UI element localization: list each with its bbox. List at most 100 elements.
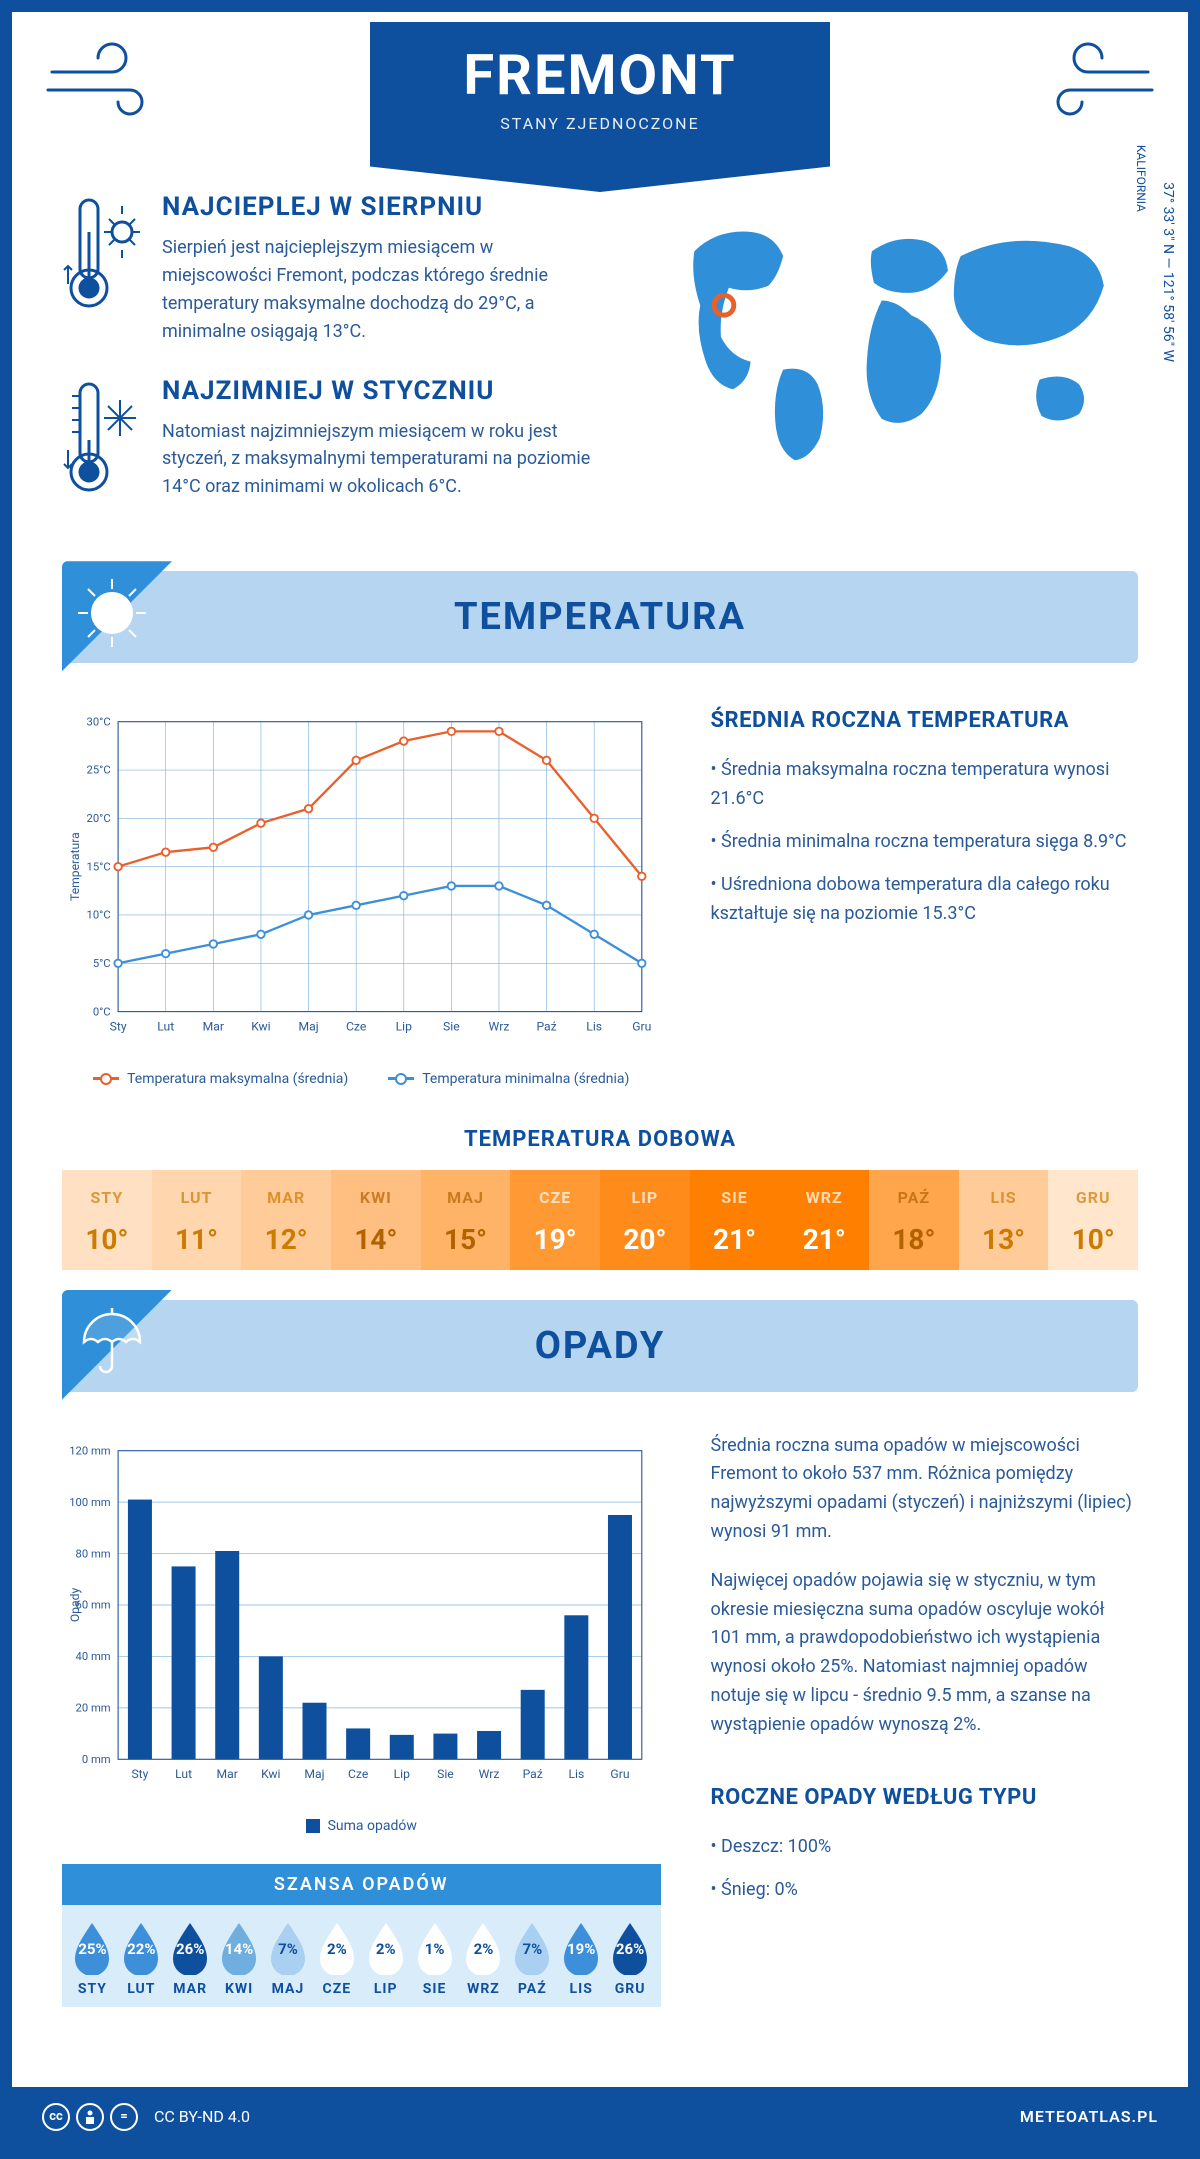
svg-text:Kwi: Kwi — [251, 1020, 270, 1034]
svg-text:Temperatura: Temperatura — [68, 833, 82, 902]
temp-cell: MAJ15° — [421, 1170, 511, 1270]
svg-text:Cze: Cze — [348, 1767, 368, 1781]
svg-text:Gru: Gru — [632, 1020, 651, 1034]
temp-cell: GRU10° — [1048, 1170, 1138, 1270]
legend-rain: Suma opadów — [306, 1818, 417, 1834]
svg-text:20°C: 20°C — [87, 812, 111, 825]
section-title: OPADY — [62, 1324, 1138, 1368]
intro-row: NAJCIEPLEJ W SIERPNIU Sierpień jest najc… — [62, 192, 1138, 531]
country-name: STANY ZJEDNOCZONE — [410, 114, 790, 133]
svg-text:100 mm: 100 mm — [69, 1495, 111, 1508]
svg-text:Mar: Mar — [217, 1767, 238, 1781]
cc-icon: cc — [42, 2103, 70, 2131]
license-text: CC BY-ND 4.0 — [154, 2107, 250, 2126]
annual-item: • Uśredniona dobowa temperatura dla całe… — [711, 871, 1139, 929]
hot-title: NAJCIEPLEJ W SIERPNIU — [162, 192, 605, 222]
chance-cell: 7%PAŹ — [508, 1919, 557, 1997]
svg-text:Mar: Mar — [203, 1020, 224, 1034]
nd-icon: = — [110, 2103, 138, 2131]
legend-max: Temperatura maksymalna (średnia) — [93, 1071, 348, 1087]
type-item: • Deszcz: 100% — [711, 1833, 1139, 1862]
chance-cell: 1%SIE — [410, 1919, 459, 1997]
svg-text:Wrz: Wrz — [479, 1767, 500, 1781]
license: cc = CC BY-ND 4.0 — [42, 2103, 250, 2131]
svg-text:Wrz: Wrz — [489, 1020, 510, 1034]
chance-cell: 25%STY — [68, 1919, 117, 1997]
chance-cell: 26%MAR — [166, 1919, 215, 1997]
annual-title: ŚREDNIA ROCZNA TEMPERATURA — [711, 703, 1139, 738]
svg-text:Maj: Maj — [304, 1767, 324, 1781]
svg-text:Sty: Sty — [131, 1767, 148, 1781]
svg-text:Lut: Lut — [157, 1020, 174, 1034]
legend-min: Temperatura minimalna (średnia) — [388, 1071, 629, 1087]
section-title: TEMPERATURA — [62, 595, 1138, 639]
daily-temperature-strip: STY10°LUT11°MAR12°KWI14°MAJ15°CZE19°LIP2… — [62, 1170, 1138, 1270]
cold-text: Natomiast najzimniejszym miesiącem w rok… — [162, 418, 605, 502]
daily-temp-title: TEMPERATURA DOBOWA — [62, 1127, 1138, 1152]
coordinates: 37° 33' 3" N — 121° 58' 56" W — [1160, 182, 1176, 362]
svg-text:Kwi: Kwi — [261, 1767, 280, 1781]
svg-text:Cze: Cze — [346, 1020, 366, 1034]
temp-cell: STY10° — [62, 1170, 152, 1270]
svg-text:Paź: Paź — [536, 1020, 556, 1034]
annual-item: • Średnia maksymalna roczna temperatura … — [711, 756, 1139, 814]
svg-text:25°C: 25°C — [87, 764, 111, 777]
annual-item: • Średnia minimalna roczna temperatura s… — [711, 828, 1139, 857]
umbrella-icon — [72, 1302, 152, 1386]
temperature-header: TEMPERATURA — [62, 571, 1138, 663]
svg-text:30°C: 30°C — [87, 716, 111, 729]
hottest-fact: NAJCIEPLEJ W SIERPNIU Sierpień jest najc… — [62, 192, 605, 346]
svg-text:80 mm: 80 mm — [76, 1547, 111, 1560]
title-banner: FREMONT STANY ZJEDNOCZONE — [370, 22, 830, 192]
hot-text: Sierpień jest najcieplejszym miesiącem w… — [162, 234, 605, 346]
site-name: METEOATLAS.PL — [1020, 2107, 1158, 2126]
chance-cell: 2%WRZ — [459, 1919, 508, 1997]
chance-cell: 26%GRU — [606, 1919, 655, 1997]
type-item: • Śnieg: 0% — [711, 1876, 1139, 1905]
footer: cc = CC BY-ND 4.0 METEOATLAS.PL — [12, 2087, 1188, 2147]
coldest-fact: NAJZIMNIEJ W STYCZNIU Natomiast najzimni… — [62, 376, 605, 502]
chance-cell: 14%KWI — [215, 1919, 264, 1997]
svg-text:Lis: Lis — [568, 1767, 584, 1781]
city-name: FREMONT — [410, 42, 790, 108]
svg-text:Lis: Lis — [586, 1020, 602, 1034]
svg-text:120 mm: 120 mm — [69, 1444, 111, 1457]
temp-cell: WRZ21° — [779, 1170, 869, 1270]
header: FREMONT STANY ZJEDNOCZONE — [12, 12, 1188, 192]
chance-cell: 19%LIS — [557, 1919, 606, 1997]
precip-p2: Najwięcej opadów pojawia się w styczniu,… — [711, 1567, 1139, 1740]
world-map: KALIFORNIA 37° 33' 3" N — 121° 58' 56" W — [645, 192, 1138, 531]
chance-cell: 2%CZE — [312, 1919, 361, 1997]
svg-text:Gru: Gru — [610, 1767, 629, 1781]
temperature-line-chart: 0°C5°C10°C15°C20°C25°C30°CStyLutMarKwiMa… — [62, 703, 661, 1086]
svg-text:Opady: Opady — [68, 1587, 82, 1622]
temp-cell: LIP20° — [600, 1170, 690, 1270]
svg-text:20 mm: 20 mm — [76, 1701, 111, 1714]
by-icon — [76, 2103, 104, 2131]
precipitation-bar-chart: 0 mm20 mm40 mm60 mm80 mm100 mm120 mmStyL… — [62, 1432, 661, 2007]
temp-cell: LUT11° — [152, 1170, 242, 1270]
chance-title: SZANSA OPADÓW — [62, 1864, 661, 1905]
svg-text:Sie: Sie — [437, 1767, 454, 1781]
precip-p1: Średnia roczna suma opadów w miejscowośc… — [711, 1432, 1139, 1547]
svg-text:40 mm: 40 mm — [76, 1650, 111, 1663]
precipitation-chance-strip: 25%STY22%LUT26%MAR14%KWI7%MAJ2%CZE2%LIP1… — [62, 1905, 661, 2007]
temp-cell: PAŹ18° — [869, 1170, 959, 1270]
temp-cell: SIE21° — [690, 1170, 780, 1270]
by-type-title: ROCZNE OPADY WEDŁUG TYPU — [711, 1780, 1139, 1815]
annual-temp-text: ŚREDNIA ROCZNA TEMPERATURA • Średnia mak… — [711, 703, 1139, 1086]
wind-icon — [42, 42, 162, 136]
chance-cell: 7%MAJ — [264, 1919, 313, 1997]
svg-text:Paź: Paź — [523, 1767, 543, 1781]
svg-text:15°C: 15°C — [87, 861, 111, 874]
svg-text:0°C: 0°C — [93, 1006, 111, 1019]
precip-text: Średnia roczna suma opadów w miejscowośc… — [711, 1432, 1139, 2007]
svg-text:Sie: Sie — [443, 1020, 460, 1034]
region-label: KALIFORNIA — [1134, 145, 1148, 212]
chance-cell: 2%LIP — [361, 1919, 410, 1997]
precipitation-header: OPADY — [62, 1300, 1138, 1392]
temp-cell: LIS13° — [959, 1170, 1049, 1270]
svg-text:10°C: 10°C — [87, 909, 111, 922]
temp-cell: MAR12° — [241, 1170, 331, 1270]
svg-text:Maj: Maj — [298, 1020, 318, 1034]
